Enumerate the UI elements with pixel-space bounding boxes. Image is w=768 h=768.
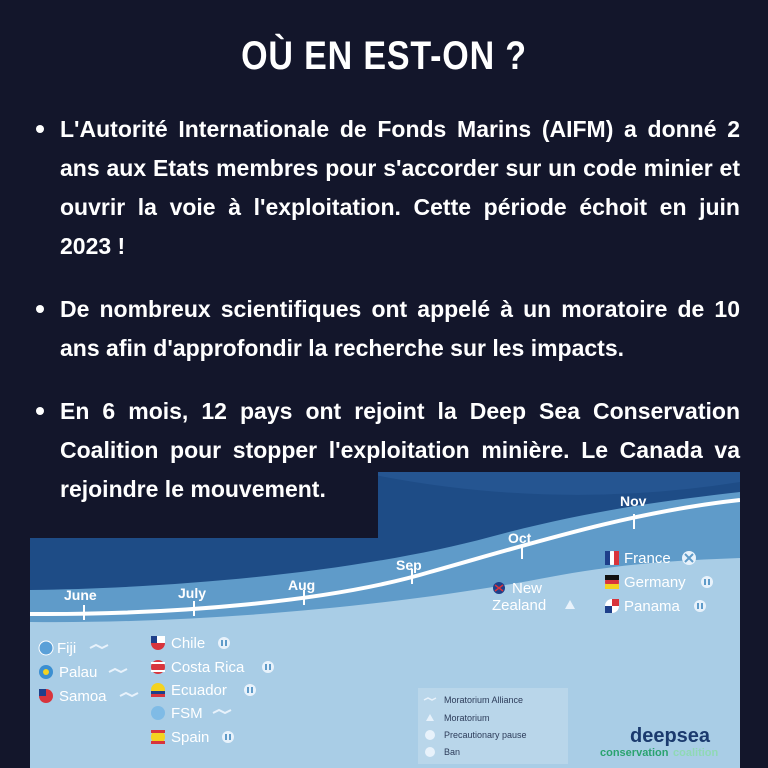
alliance-icon [423,697,437,701]
moratorium-icon [565,600,575,609]
pause-bar [247,687,249,693]
timeline-curve [30,498,740,617]
flag-quadrant [605,606,612,613]
pause-icon [222,731,234,743]
country-panama: Panama [624,598,681,615]
country-samoa: Samoa [59,688,107,705]
pause-bar [701,603,703,609]
alliance-icon [119,691,139,698]
flag-chile-top [151,636,165,643]
pause-icon [694,600,706,612]
legend-ban: Ban [444,747,460,757]
pause-icon [218,637,230,649]
deepsea-logo: deepsea conservation coalition [600,725,719,759]
alliance-icon [108,667,128,674]
logo-line2-a: conservation [600,747,669,759]
pause-bar [221,640,223,646]
pause-bar [251,687,253,693]
country-spain: Spain [171,729,209,746]
pause-bar [229,734,231,740]
month-label-nov: Nov [620,493,647,509]
legend-alliance: Moratorium Alliance [444,695,523,705]
sky-glow [360,472,740,495]
pause-bar [225,640,227,646]
logo-line1: deepsea [630,725,711,747]
moratorium-icon [426,714,434,721]
june-country-group: Fiji Palau Samoa [38,640,139,705]
pause-bar [269,664,271,670]
country-new-zealand-line2: Zealand [492,597,546,614]
month-label-oct: Oct [508,530,532,546]
logo-line2-b: coalition [673,747,719,759]
bullet-item: En 6 mois, 12 pays ont rejoint la Deep S… [36,392,740,509]
flag-cross [494,584,504,592]
country-france: France [624,550,671,567]
july-country-group: Chile Costa Rica Ecuador FSM Spa [151,635,274,746]
pause-bar [265,664,267,670]
flag-stripe [605,575,619,580]
month-label-june: June [64,587,97,603]
country-fiji: Fiji [57,640,76,657]
month-label-aug: Aug [288,577,315,593]
flag-stripe [151,691,165,694]
oct-country-group: New Zealand [492,580,575,614]
legend-moratorium: Moratorium [444,713,490,723]
legend: Moratorium Alliance Moratorium Precautio… [418,688,568,764]
pause-icon [262,661,274,673]
bullet-list: L'Autorité Internationale de Fonds Marin… [36,110,740,533]
country-new-zealand-line1: New [512,580,542,597]
flag-fsm-icon [151,706,165,720]
alliance-icon [212,708,232,715]
pause-icon [701,576,713,588]
country-fsm: FSM [171,705,203,722]
flag-samoa-canton [39,689,46,696]
pause-icon [425,730,435,740]
bullet-text: En 6 mois, 12 pays ont rejoint la Deep S… [60,398,740,502]
country-palau: Palau [59,664,97,681]
flag-stripe [151,730,165,733]
flag-spain-icon [151,730,165,744]
country-ecuador: Ecuador [171,682,227,699]
legend-pause: Precautionary pause [444,730,527,740]
bullet-text: De nombreux scientifiques ont appelé à u… [60,296,740,361]
text-backdrop [30,472,378,538]
flag-stripe [151,741,165,744]
nov-country-group: France Germany Panama [605,550,713,615]
flag-stripe [614,551,619,565]
bullet-item: L'Autorité Internationale de Fonds Marin… [36,110,740,266]
alliance-icon [89,643,109,650]
flag-quadrant [612,599,619,606]
pause-icon [244,684,256,696]
bullet-item: De nombreux scientifiques ont appelé à u… [36,290,740,368]
pause-bar [225,734,227,740]
page-title: OÙ EN EST-ON ? [241,34,527,78]
pause-bar [704,579,706,585]
flag-stripe [605,584,619,589]
flag-palau-dot [43,669,49,675]
country-germany: Germany [624,574,686,591]
flag-stripe [605,551,610,565]
ban-icon [425,747,435,757]
month-label-july: July [178,585,206,601]
pause-bar [708,579,710,585]
month-label-sep: Sep [396,557,422,573]
bullet-text: L'Autorité Internationale de Fonds Marin… [60,116,740,259]
legend-box [418,688,568,764]
flag-stripe [151,694,165,697]
flag-stripe [151,662,165,664]
flag-chile-canton [151,636,157,643]
country-costa-rica: Costa Rica [171,659,245,676]
pause-bar [697,603,699,609]
flag-stripe [151,670,165,672]
flag-fiji-icon [38,640,54,656]
ban-cross [684,553,694,563]
country-chile: Chile [171,635,205,652]
